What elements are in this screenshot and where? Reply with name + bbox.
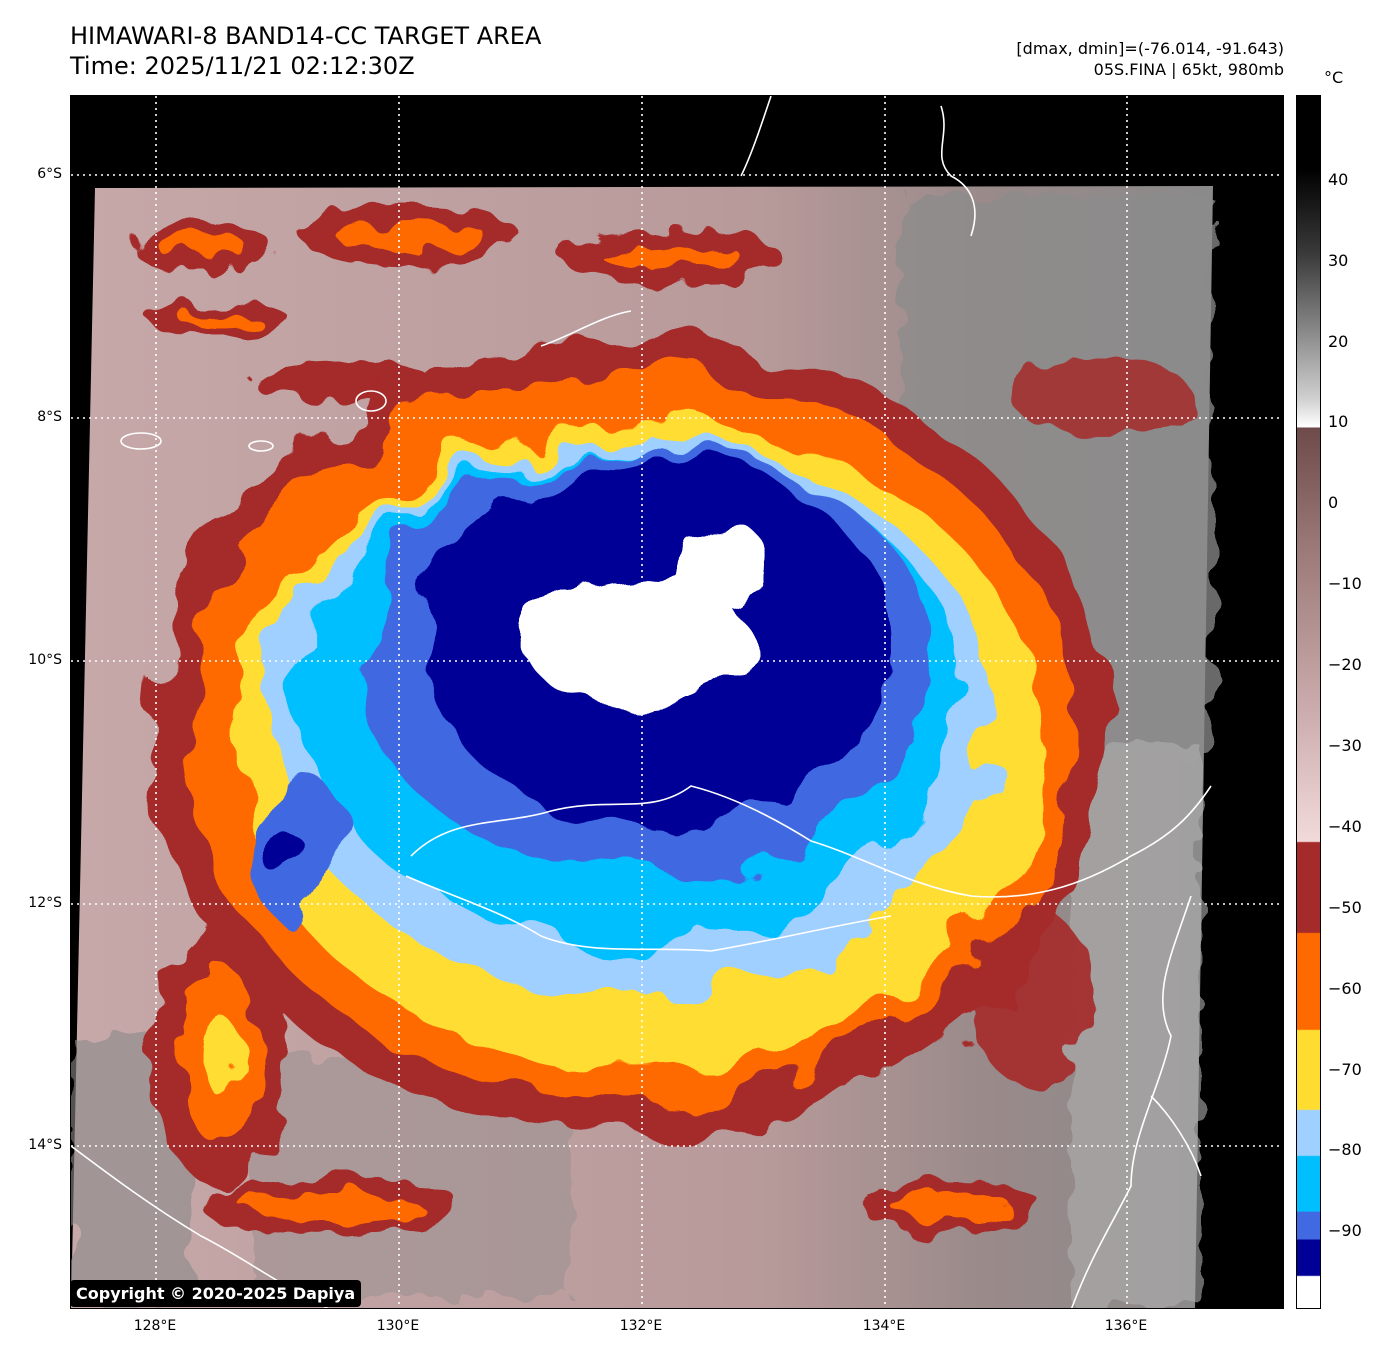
- convective-patches: [131, 206, 1191, 1236]
- colorbar-unit: °C: [1324, 68, 1344, 87]
- dmax-dmin-text: [dmax, dmin]=(-76.014, -91.643): [1016, 39, 1284, 58]
- colorbar-tick: −20: [1328, 655, 1362, 674]
- colorbar-tick: −30: [1328, 736, 1362, 755]
- colorbar-tick: −80: [1328, 1140, 1362, 1159]
- colorbar-tick: 40: [1328, 170, 1349, 189]
- colorbar-tick: −40: [1328, 817, 1362, 836]
- colorbar-tick: −90: [1328, 1221, 1362, 1240]
- colorbar: [1296, 95, 1321, 1309]
- lon-label-132e: 132°E: [619, 1318, 663, 1334]
- colorbar-tick: 10: [1328, 412, 1349, 431]
- lon-label-136e: 136°E: [1104, 1318, 1148, 1334]
- colorbar-tick: 20: [1328, 332, 1349, 351]
- lat-label-10s: 10°S: [28, 652, 62, 668]
- colorbar-tick: −10: [1328, 574, 1362, 593]
- graticule: [71, 96, 1283, 1308]
- lat-label-6s: 6°S: [37, 166, 62, 182]
- lon-label-130e: 130°E: [376, 1318, 420, 1334]
- storm-info-text: 05S.FINA | 65kt, 980mb: [1093, 60, 1284, 79]
- title-line-1: HIMAWARI-8 BAND14-CC TARGET AREA: [70, 22, 542, 50]
- colorbar-tick: 0: [1328, 493, 1339, 512]
- colorbar-tick: 30: [1328, 251, 1349, 270]
- colorbar-tick: −70: [1328, 1060, 1362, 1079]
- colorbar-tick: −50: [1328, 898, 1362, 917]
- title-line-2: Time: 2025/11/21 02:12:30Z: [70, 52, 415, 80]
- storm-cloud-shield: [151, 336, 1111, 1136]
- lon-label-134e: 134°E: [862, 1318, 906, 1334]
- lon-label-128e: 128°E: [133, 1318, 177, 1334]
- copyright-label: Copyright © 2020-2025 Dapiya: [70, 1280, 362, 1307]
- colorbar-tick: −60: [1328, 979, 1362, 998]
- lat-label-8s: 8°S: [37, 409, 62, 425]
- lat-label-14s: 14°S: [28, 1137, 62, 1153]
- lat-label-12s: 12°S: [28, 895, 62, 911]
- satellite-image: [70, 95, 1284, 1309]
